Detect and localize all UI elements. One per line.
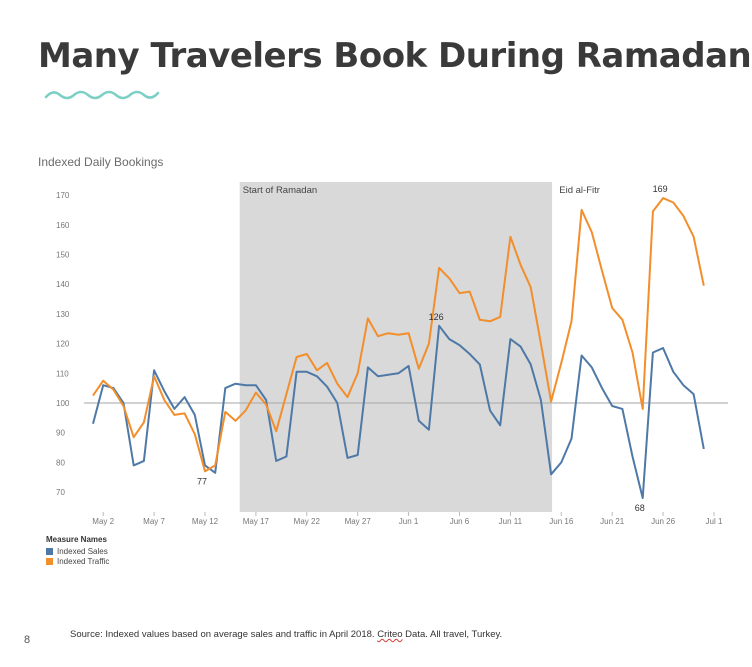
legend-item-indexed-traffic: Indexed Traffic xyxy=(46,556,109,566)
data-label: 169 xyxy=(653,184,668,194)
data-label: 77 xyxy=(197,476,207,486)
y-tick-label: 120 xyxy=(56,340,70,349)
x-tick-label: May 7 xyxy=(143,517,165,526)
legend-title: Measure Names xyxy=(46,535,107,544)
legend-swatch-sales xyxy=(46,547,53,555)
ramadan-band xyxy=(239,182,553,512)
x-tick-label: Jun 6 xyxy=(450,517,470,526)
eid-marker-label: Eid al-Fitr xyxy=(559,185,600,196)
x-tick-label: May 27 xyxy=(345,517,372,526)
y-tick-label: 130 xyxy=(56,310,70,319)
y-tick-label: 80 xyxy=(56,458,65,467)
band-label: Start of Ramadan xyxy=(243,185,317,196)
y-tick-label: 90 xyxy=(56,429,65,438)
y-tick-label: 70 xyxy=(56,488,65,497)
x-tick-label: May 17 xyxy=(243,517,270,526)
data-label: 68 xyxy=(635,503,645,513)
y-tick-label: 110 xyxy=(56,369,69,378)
y-tick-label: 160 xyxy=(56,221,70,230)
x-tick-label: Jun 1 xyxy=(399,517,419,526)
page-title: Many Travelers Book During Ramadan xyxy=(38,36,752,76)
wave-decoration-icon xyxy=(44,90,160,100)
source-prefix: Source: Indexed values based on average … xyxy=(70,629,378,640)
series-line-indexed-traffic xyxy=(92,197,705,473)
source-note: Source: Indexed values based on average … xyxy=(70,629,502,640)
data-label: 126 xyxy=(429,312,444,322)
x-tick-label: Jun 11 xyxy=(499,517,523,526)
source-suffix: Data. All travel, Turkey. xyxy=(402,629,503,640)
legend-label-traffic: Indexed Traffic xyxy=(57,556,110,566)
y-tick-label: 100 xyxy=(56,399,70,408)
y-tick-label: 150 xyxy=(56,251,70,260)
page-number: 8 xyxy=(24,634,31,646)
series-line-indexed-sales xyxy=(92,324,705,499)
legend-item-indexed-sales: Indexed Sales xyxy=(46,546,109,556)
chart-legend: Measure Names Indexed Sales Indexed Traf… xyxy=(46,535,109,566)
x-tick-label: Jun 26 xyxy=(651,517,676,526)
y-tick-label: 140 xyxy=(56,280,70,289)
bookings-line-chart: Start of Ramadan 70 80 90 100 110 120 130 140 150… xyxy=(56,182,728,526)
x-tick-label: Jul 1 xyxy=(706,517,723,526)
y-tick-label: 170 xyxy=(56,191,70,200)
x-tick-label: Jun 16 xyxy=(549,517,574,526)
chart-subtitle: Indexed Daily Bookings xyxy=(38,155,164,169)
source-brand: Criteo xyxy=(377,629,403,640)
x-tick-label: May 12 xyxy=(192,517,219,526)
x-tick-label: Jun 21 xyxy=(600,517,625,526)
x-tick-label: May 2 xyxy=(92,517,114,526)
legend-swatch-traffic xyxy=(46,557,53,565)
legend-label-sales: Indexed Sales xyxy=(57,546,108,556)
x-tick-label: May 22 xyxy=(294,517,321,526)
